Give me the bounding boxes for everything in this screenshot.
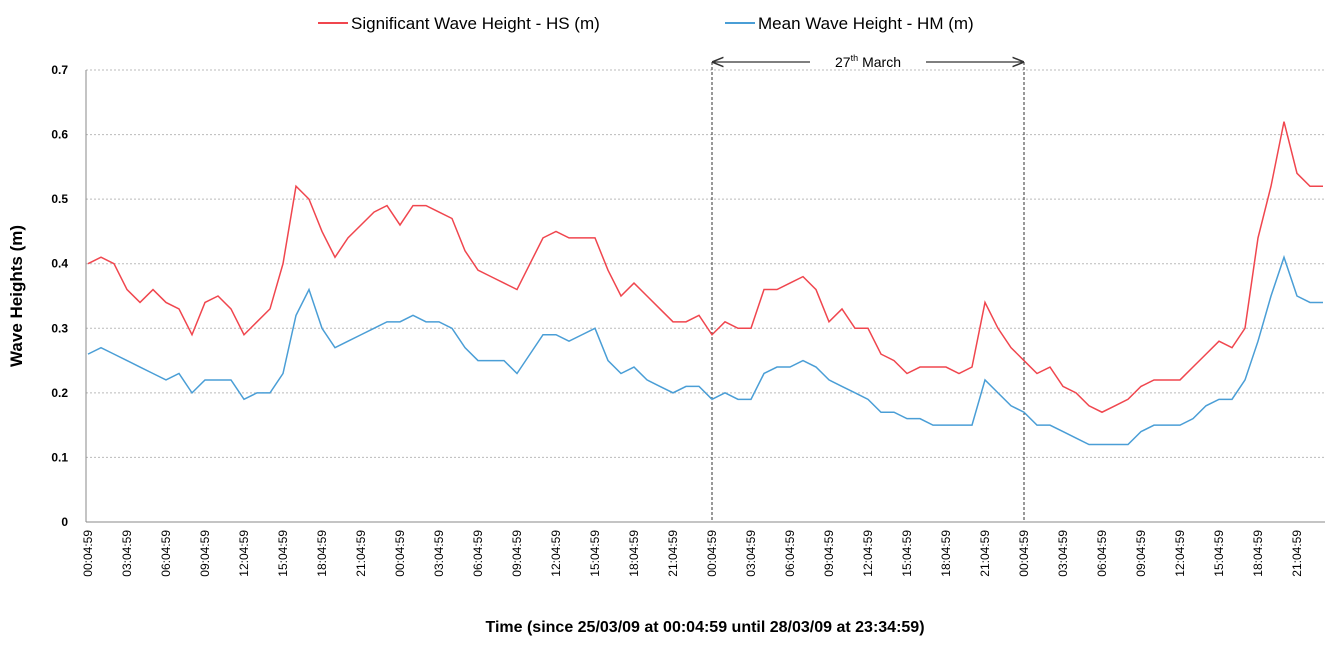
- x-tick-label: 21:04:59: [1290, 530, 1304, 577]
- x-tick-label: 06:04:59: [1095, 530, 1109, 577]
- x-tick-label: 00:04:59: [1017, 530, 1031, 577]
- x-tick-label: 18:04:59: [627, 530, 641, 577]
- x-tick-label: 06:04:59: [783, 530, 797, 577]
- y-tick-label: 0.7: [51, 63, 68, 77]
- x-tick-label: 12:04:59: [237, 530, 251, 577]
- y-tick-label: 0.2: [51, 386, 68, 400]
- legend-label: Mean Wave Height - HM (m): [758, 14, 974, 33]
- x-tick-label: 21:04:59: [354, 530, 368, 577]
- y-tick-label: 0.6: [51, 128, 68, 142]
- series-line: [87, 121, 1323, 414]
- x-tick-label: 09:04:59: [198, 530, 212, 577]
- y-tick-label: 0.5: [51, 192, 68, 206]
- x-tick-label: 03:04:59: [744, 530, 758, 577]
- x-tick-label: 00:04:59: [393, 530, 407, 577]
- annotation-month: March: [862, 54, 901, 70]
- annotation-day: 27: [835, 54, 851, 70]
- x-tick-label: 03:04:59: [432, 530, 446, 577]
- annotation-suffix: th: [851, 53, 859, 63]
- y-tick-label: 0.1: [51, 450, 68, 464]
- x-axis-label: Time (since 25/03/09 at 00:04:59 until 2…: [485, 619, 924, 636]
- x-tick-label: 09:04:59: [1134, 530, 1148, 577]
- x-tick-label: 00:04:59: [705, 530, 719, 577]
- x-tick-label: 06:04:59: [471, 530, 485, 577]
- x-tick-label: 18:04:59: [939, 530, 953, 577]
- x-tick-label: 12:04:59: [1173, 530, 1187, 577]
- x-tick-label: 12:04:59: [549, 530, 563, 577]
- x-tick-label: 21:04:59: [666, 530, 680, 577]
- x-tick-label: 15:04:59: [588, 530, 602, 577]
- x-tick-label: 15:04:59: [900, 530, 914, 577]
- x-tick-label: 15:04:59: [1212, 530, 1226, 577]
- x-tick-label: 03:04:59: [1056, 530, 1070, 577]
- x-tick-label: 12:04:59: [861, 530, 875, 577]
- x-tick-label: 03:04:59: [120, 530, 134, 577]
- x-tick-label: 18:04:59: [1251, 530, 1265, 577]
- x-tick-label: 06:04:59: [159, 530, 173, 577]
- series-line: [87, 254, 1323, 446]
- annotation: 27th March: [835, 53, 901, 70]
- y-axis-label: Wave Heights (m): [7, 225, 26, 367]
- legend-label: Significant Wave Height - HS (m): [351, 14, 600, 33]
- y-tick-label: 0.3: [51, 321, 68, 335]
- y-tick-label: 0: [61, 515, 68, 529]
- x-tick-label: 18:04:59: [315, 530, 329, 577]
- y-tick-label: 0.4: [51, 257, 68, 271]
- x-tick-label: 09:04:59: [822, 530, 836, 577]
- x-tick-label: 00:04:59: [81, 530, 95, 577]
- x-tick-label: 09:04:59: [510, 530, 524, 577]
- x-tick-label: 15:04:59: [276, 530, 290, 577]
- x-tick-label: 21:04:59: [978, 530, 992, 577]
